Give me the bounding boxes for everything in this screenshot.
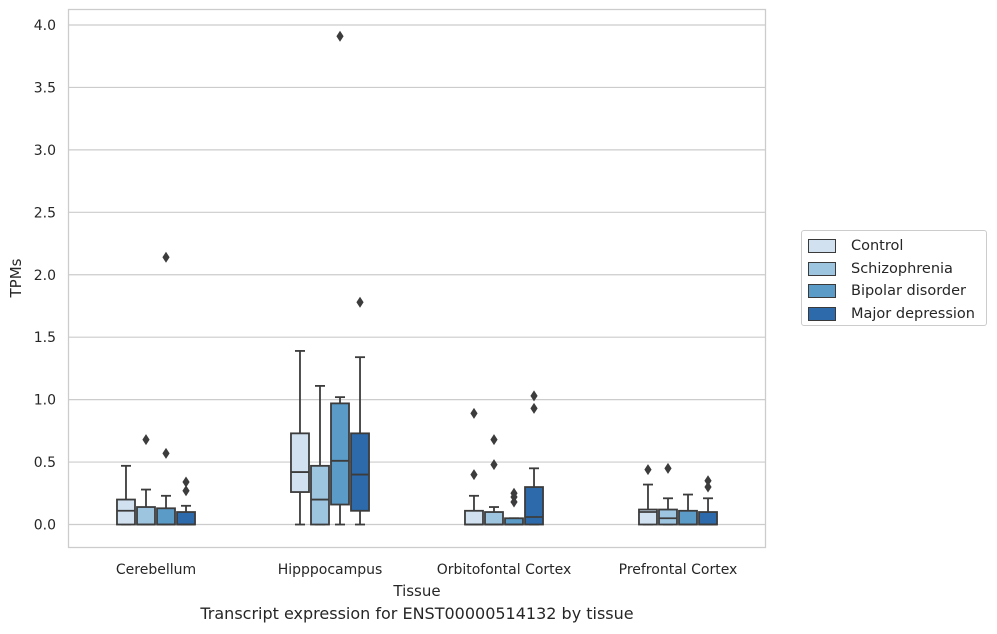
legend-swatch-bipolar bbox=[808, 284, 836, 299]
y-tick-label: 2.0 bbox=[34, 268, 56, 284]
legend-item: Bipolar disorder bbox=[808, 280, 986, 303]
box-body bbox=[310, 464, 330, 526]
box-body bbox=[678, 509, 698, 526]
y-axis-title: TPMs bbox=[7, 258, 25, 298]
box-3-0 bbox=[176, 476, 196, 526]
box-body bbox=[290, 432, 310, 493]
legend-label-bipolar: Bipolar disorder bbox=[851, 283, 966, 300]
legend-swatch-major-depression bbox=[808, 306, 836, 321]
legend-label-control: Control bbox=[851, 238, 904, 255]
box-body bbox=[156, 507, 176, 526]
outlier-point bbox=[182, 485, 190, 497]
outlier-point bbox=[470, 407, 478, 419]
box-1-1 bbox=[310, 384, 330, 526]
outlier-point bbox=[162, 251, 170, 263]
outlier-point bbox=[530, 402, 538, 414]
box-1-2 bbox=[484, 434, 504, 526]
box-2-2 bbox=[504, 487, 524, 526]
box-3-2 bbox=[524, 390, 544, 526]
outlier-point bbox=[182, 476, 190, 488]
box-body bbox=[176, 511, 196, 526]
legend-item: Major depression bbox=[808, 303, 986, 326]
outlier-point bbox=[142, 434, 150, 446]
box-0-2 bbox=[464, 407, 484, 526]
legend: Control Schizophrenia Bipolar disorder M… bbox=[801, 230, 987, 326]
legend-label-schizophrenia: Schizophrenia bbox=[851, 260, 953, 277]
legend-swatch-control bbox=[808, 239, 836, 254]
outlier-point bbox=[664, 462, 672, 474]
box-body bbox=[330, 402, 350, 506]
y-tick-label: 3.0 bbox=[34, 143, 56, 159]
x-tick-label: Hipppocampus bbox=[278, 562, 383, 578]
box-body bbox=[524, 486, 544, 526]
y-tick-label: 3.5 bbox=[34, 80, 56, 96]
y-tick-label: 0.5 bbox=[34, 455, 56, 471]
box-0-1 bbox=[290, 350, 310, 526]
outlier-point bbox=[644, 464, 652, 476]
box-0-3 bbox=[638, 464, 658, 526]
box-body bbox=[350, 432, 370, 512]
outlier-point bbox=[490, 459, 498, 471]
chart-title: Transcript expression for ENST0000051413… bbox=[200, 604, 634, 623]
y-tick-label: 0.0 bbox=[34, 518, 56, 534]
plot-frame bbox=[67, 8, 767, 549]
outlier-point bbox=[530, 390, 538, 402]
legend-item: Schizophrenia bbox=[808, 258, 986, 281]
box-2-1 bbox=[330, 30, 350, 526]
outlier-point bbox=[356, 296, 364, 308]
box-body bbox=[658, 508, 678, 526]
legend-label-major-depression: Major depression bbox=[851, 305, 975, 322]
outlier-point bbox=[490, 434, 498, 446]
box-1-0 bbox=[136, 434, 156, 526]
outlier-point bbox=[162, 447, 170, 459]
x-tick-label: Cerebellum bbox=[116, 562, 196, 578]
box-body bbox=[464, 509, 484, 526]
legend-item: Control bbox=[808, 235, 986, 258]
x-axis-title: Tissue bbox=[392, 582, 440, 600]
box-body bbox=[504, 517, 524, 526]
outlier-point bbox=[704, 481, 712, 493]
y-tick-label: 4.0 bbox=[34, 18, 56, 34]
x-tick-label: Orbitofontal Cortex bbox=[437, 562, 572, 578]
box-3-1 bbox=[350, 296, 370, 526]
box-3-3 bbox=[698, 475, 718, 526]
legend-swatch-schizophrenia bbox=[808, 261, 836, 276]
y-tick-label: 2.5 bbox=[34, 205, 56, 221]
box-1-3 bbox=[658, 462, 678, 526]
outlier-point bbox=[704, 475, 712, 487]
box-body bbox=[484, 511, 504, 526]
box-0-0 bbox=[116, 464, 136, 526]
box-body bbox=[638, 508, 658, 526]
y-tick-label: 1.0 bbox=[34, 393, 56, 409]
y-tick-label: 1.5 bbox=[34, 330, 56, 346]
box-body bbox=[136, 506, 156, 526]
box-2-0 bbox=[156, 251, 176, 526]
outlier-point bbox=[336, 30, 344, 42]
box-body bbox=[116, 498, 136, 526]
outlier-point bbox=[470, 469, 478, 481]
x-tick-label: Prefrontal Cortex bbox=[619, 562, 738, 578]
outlier-point bbox=[510, 496, 518, 508]
box-2-3 bbox=[678, 493, 698, 526]
box-body bbox=[698, 511, 718, 526]
